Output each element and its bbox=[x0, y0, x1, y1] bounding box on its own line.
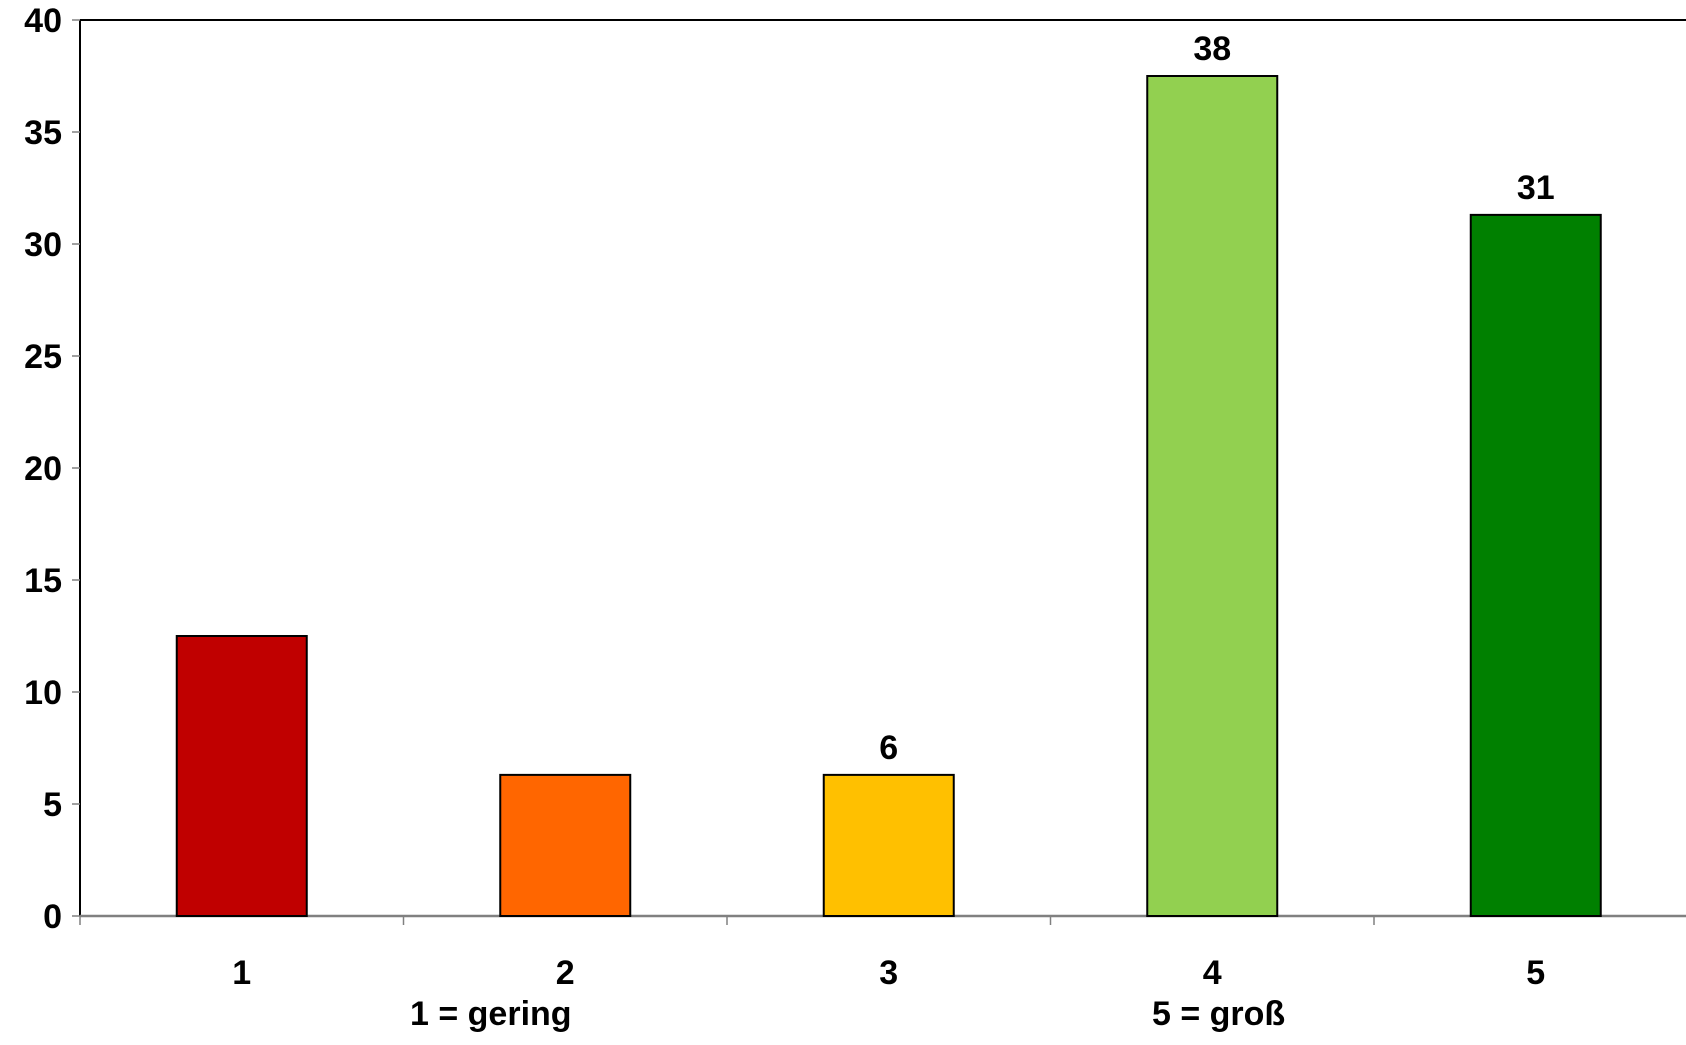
x-tick-label: 2 bbox=[556, 954, 575, 992]
data-label-5: 31 bbox=[1517, 169, 1555, 207]
y-axis: 0 5 10 15 20 25 30 35 40 bbox=[24, 2, 80, 936]
y-tick-label: 0 bbox=[43, 898, 62, 936]
y-tick-label: 35 bbox=[24, 114, 62, 152]
x-axis: 1 2 3 4 5 bbox=[79, 914, 1686, 992]
y-tick-label: 5 bbox=[43, 786, 62, 824]
bars bbox=[175, 75, 1602, 917]
data-label-3: 6 bbox=[879, 729, 898, 767]
bar-3 bbox=[822, 773, 955, 917]
bar-1 bbox=[175, 635, 308, 917]
bar-2 bbox=[499, 773, 632, 917]
x-tick-label: 1 bbox=[232, 954, 251, 992]
scale-note-low: 1 = gering bbox=[410, 995, 572, 1033]
y-tick-label: 10 bbox=[24, 674, 62, 712]
x-tick-label: 4 bbox=[1203, 954, 1222, 992]
bar-5 bbox=[1469, 213, 1602, 917]
bar-4 bbox=[1146, 75, 1279, 917]
y-tick-label: 40 bbox=[24, 2, 62, 40]
scale-note-high: 5 = groß bbox=[1152, 995, 1286, 1033]
y-tick-label: 30 bbox=[24, 226, 62, 264]
x-tick-label: 3 bbox=[879, 954, 898, 992]
x-tick-label: 5 bbox=[1526, 954, 1545, 992]
data-labels: 6 38 31 bbox=[879, 30, 1554, 767]
y-tick-label: 20 bbox=[24, 450, 62, 488]
y-tick-label: 25 bbox=[24, 338, 62, 376]
y-tick-label: 15 bbox=[24, 562, 62, 600]
data-label-4: 38 bbox=[1193, 30, 1231, 68]
